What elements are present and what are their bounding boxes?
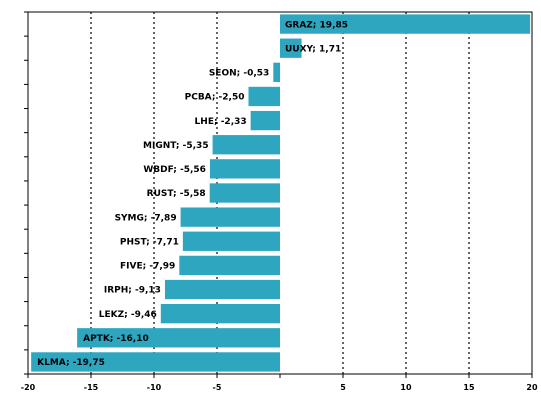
x-tick-label: -20	[21, 383, 36, 392]
bar-seon	[273, 62, 280, 82]
bar-aptk	[77, 328, 280, 348]
bar-label-phst: PHST; -7,71	[120, 237, 179, 247]
bar-label-rust: RUST; -5,58	[147, 189, 206, 199]
bar-label-wbdf: WBDF; -5,56	[143, 165, 206, 175]
bar-label-seon: SEON; -0,53	[209, 69, 270, 79]
bar-symg	[180, 207, 280, 227]
bar-wbdf	[209, 159, 280, 179]
bar-klma	[31, 352, 281, 372]
x-tick-label: 15	[463, 383, 475, 392]
bar-pcba	[248, 86, 280, 107]
bar-irph	[164, 279, 280, 300]
bar-label-five: FIVE; -7,99	[120, 262, 175, 272]
bar-mignt	[212, 135, 280, 155]
bar-label-irph: IRPH; -9,13	[104, 286, 161, 296]
x-tick-label: -10	[147, 383, 162, 392]
bar-label-lhe: LHE; -2,33	[195, 117, 247, 127]
bar-label-graz: GRAZ; 19,85	[285, 20, 348, 30]
bar-label-layer: GRAZ; 19,85 UUXY; 1,71 SEON; -0,53 PCBA; -2…	[37, 20, 348, 368]
bar-layer	[31, 14, 531, 372]
bar-label-aptk: APTK; -16,10	[83, 334, 149, 344]
x-tick-label: -5	[213, 383, 222, 392]
bar-rust	[209, 183, 280, 203]
x-tick-label: -15	[84, 383, 99, 392]
x-tick-labels: -20 -15 -10 -5 5 10 15 20	[21, 383, 538, 392]
bar-label-klma: KLMA; -19,75	[37, 358, 105, 368]
bar-label-lekz: LEKZ; -9,46	[99, 310, 157, 320]
axis-layer	[24, 11, 533, 378]
bar-graz	[280, 14, 531, 34]
x-tick-label: 20	[526, 383, 538, 392]
bar-five	[179, 255, 280, 276]
bar-lekz	[160, 304, 280, 324]
bar-uuxy	[280, 38, 302, 58]
bar-lhe	[250, 110, 280, 131]
bar-phst	[182, 231, 280, 251]
bar-label-uuxy: UUXY; 1,71	[285, 44, 341, 54]
bar-label-symg: SYMG; -7,89	[115, 213, 177, 223]
x-tick-label: 5	[340, 383, 346, 392]
bar-label-mignt: MIGNT; -5,35	[143, 141, 209, 151]
x-tick-label: 10	[400, 383, 412, 392]
bar-label-pcba: PCBA; -2,50	[185, 93, 245, 103]
